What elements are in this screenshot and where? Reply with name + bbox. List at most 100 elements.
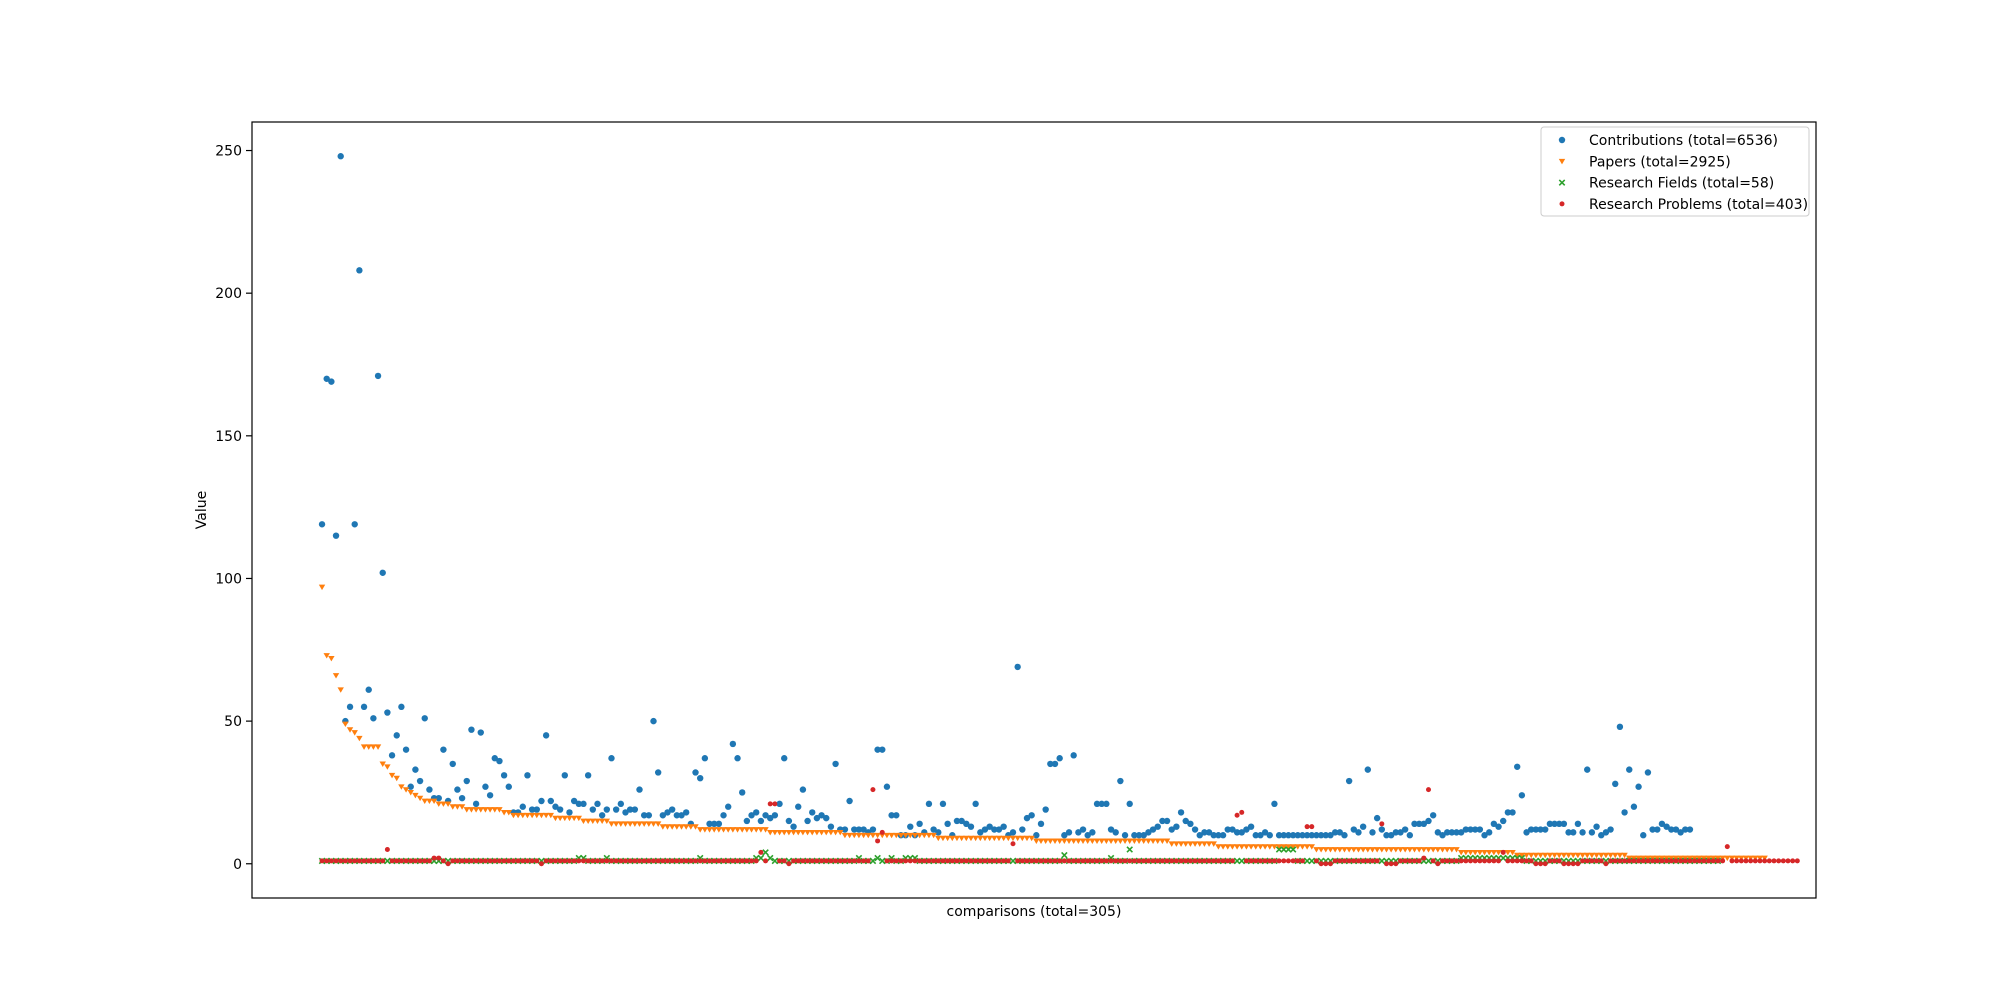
- point-s1-12: [374, 744, 382, 750]
- point-s1-227: [1378, 847, 1386, 853]
- point-s1-67: [631, 821, 639, 827]
- point-s1-159: [1061, 838, 1068, 844]
- point-s0-171: [1117, 777, 1124, 785]
- point-s0-153: [1033, 832, 1040, 839]
- point-s3-38: [496, 858, 502, 864]
- point-s3-267: [1566, 861, 1572, 867]
- point-s1-76: [673, 824, 681, 830]
- point-s3-248: [1477, 858, 1483, 864]
- point-s0-175: [1135, 832, 1143, 839]
- point-s1-132: [935, 835, 942, 842]
- point-s3-125: [903, 858, 909, 864]
- y-tick-label: 0: [233, 857, 242, 873]
- point-s3-148: [1010, 841, 1016, 847]
- legend-label-2: Research Fields (total=58): [1589, 176, 1774, 192]
- point-s3-213: [1313, 858, 1319, 864]
- point-s1-103: [799, 829, 807, 836]
- point-s3-87: [725, 858, 731, 864]
- point-s1-194: [1224, 844, 1231, 850]
- point-s1-54: [570, 815, 578, 822]
- point-s3-218: [1337, 858, 1343, 864]
- point-s1-275: [1602, 852, 1610, 859]
- point-s1-53: [566, 815, 573, 822]
- point-s1-294: [1691, 855, 1698, 862]
- point-s3-137: [959, 858, 965, 864]
- point-s3-152: [1029, 858, 1035, 864]
- point-s0-98: [776, 800, 783, 808]
- point-s3-4: [338, 858, 344, 864]
- point-s3-182: [1169, 858, 1175, 864]
- point-s3-33: [473, 858, 479, 864]
- point-s1-240: [1439, 847, 1446, 853]
- point-s0-17: [398, 703, 405, 711]
- point-s1-224: [1364, 847, 1372, 853]
- point-s0-43: [519, 803, 526, 810]
- point-s3-205: [1276, 858, 1282, 864]
- point-s3-276: [1608, 858, 1614, 864]
- point-s1-5: [342, 721, 349, 728]
- point-s1-307: [1752, 855, 1759, 862]
- point-s1-231: [1397, 847, 1404, 853]
- point-s0-165: [1089, 829, 1096, 836]
- point-s1-29: [454, 804, 461, 810]
- point-s3-250: [1486, 858, 1492, 864]
- point-s3-17: [398, 858, 404, 864]
- point-s1-158: [1056, 838, 1063, 844]
- point-s3-83: [707, 858, 713, 864]
- point-s0-115: [855, 826, 863, 833]
- point-s3-211: [1304, 824, 1310, 830]
- point-s0-245: [1462, 826, 1470, 833]
- point-s1-15: [388, 772, 396, 779]
- point-s1-278: [1616, 852, 1624, 859]
- point-s0-231: [1397, 829, 1404, 836]
- point-s3-237: [1426, 787, 1431, 793]
- point-s1-115: [855, 832, 863, 839]
- point-s3-298: [1710, 858, 1716, 864]
- point-s0-291: [1677, 829, 1684, 836]
- point-s1-204: [1271, 844, 1278, 850]
- point-s0-262: [1542, 826, 1549, 833]
- point-s1-2: [328, 655, 335, 662]
- point-s1-64: [617, 821, 625, 827]
- point-s1-213: [1313, 847, 1320, 853]
- point-s0-29: [454, 786, 461, 793]
- point-s0-232: [1401, 826, 1409, 833]
- point-s0-11: [370, 715, 377, 722]
- point-s0-97: [771, 812, 779, 819]
- point-s1-36: [486, 807, 494, 813]
- point-s1-190: [1205, 841, 1213, 847]
- point-s0-207: [1285, 832, 1292, 839]
- point-s1-305: [1742, 855, 1750, 862]
- point-s0-188: [1196, 832, 1203, 839]
- point-s0-180: [1159, 817, 1166, 825]
- point-s1-7: [351, 730, 358, 736]
- point-s1-300: [1719, 855, 1726, 862]
- legend-label-1: Papers (total=2925): [1589, 154, 1731, 170]
- point-s0-269: [1574, 820, 1582, 828]
- point-s3-135: [949, 858, 955, 864]
- point-s0-284: [1644, 769, 1652, 776]
- point-s1-309: [1761, 855, 1768, 862]
- point-s0-272: [1588, 829, 1596, 836]
- point-s3-224: [1365, 858, 1371, 864]
- point-s0-114: [851, 826, 858, 833]
- point-s3-155: [1043, 858, 1049, 864]
- point-s3-296: [1701, 858, 1707, 864]
- point-s3-20: [412, 858, 418, 864]
- point-s3-212: [1309, 824, 1315, 830]
- point-s1-34: [477, 807, 484, 813]
- point-s1-56: [580, 818, 587, 825]
- point-s1-22: [421, 798, 428, 805]
- point-s3-109: [828, 858, 834, 864]
- point-s3-159: [1061, 858, 1067, 864]
- point-s0-112: [841, 826, 849, 833]
- point-s1-254: [1504, 849, 1512, 856]
- point-s0-177: [1145, 829, 1152, 836]
- point-s1-244: [1457, 849, 1465, 856]
- point-s1-189: [1201, 841, 1208, 847]
- point-s3-300: [1720, 858, 1726, 864]
- point-s3-5: [342, 858, 348, 864]
- point-s3-3: [333, 858, 339, 864]
- point-s0-274: [1598, 832, 1605, 839]
- point-s3-219: [1341, 858, 1347, 864]
